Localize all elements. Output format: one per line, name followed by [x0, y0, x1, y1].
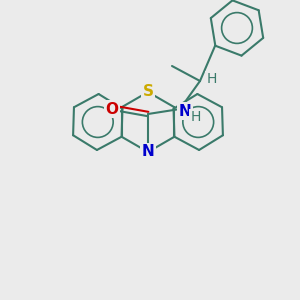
Text: H: H: [207, 72, 217, 86]
Text: N: N: [178, 103, 191, 118]
Text: S: S: [142, 85, 154, 100]
Text: H: H: [191, 110, 201, 124]
Text: N: N: [142, 145, 154, 160]
Text: O: O: [106, 101, 118, 116]
